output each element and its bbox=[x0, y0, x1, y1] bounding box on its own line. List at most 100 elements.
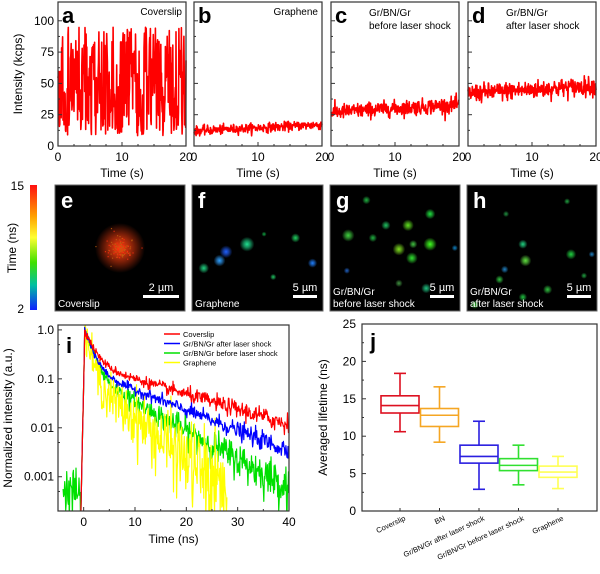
trace-line-b bbox=[193, 120, 323, 137]
speckle-pixel bbox=[124, 246, 126, 248]
fluorescence-spot bbox=[261, 231, 267, 237]
speckle-pixel bbox=[119, 254, 121, 256]
speckle-pixel bbox=[113, 230, 115, 232]
fluorescence-spot bbox=[395, 279, 403, 288]
panel-title-b: Graphene bbox=[274, 7, 319, 18]
panel-title-d: after laser shock bbox=[506, 21, 580, 32]
fluorescence-spot bbox=[563, 198, 571, 205]
speckle-pixel bbox=[121, 249, 123, 251]
speckle-pixel bbox=[125, 246, 127, 248]
scale-bar-f bbox=[293, 295, 317, 298]
y-tick-label-j: 0 bbox=[349, 504, 356, 518]
boxplot-graphene bbox=[538, 455, 578, 490]
colorbar-axis-label: Time (ns) bbox=[5, 223, 19, 273]
y-tick-label-i: 0.1 bbox=[37, 372, 54, 386]
fluorescence-spot bbox=[409, 240, 418, 249]
speckle-pixel bbox=[118, 248, 120, 251]
image-caption-g: Gr/BN/Gr bbox=[333, 287, 375, 298]
speckle-pixel bbox=[110, 227, 113, 230]
fluorescence-spot bbox=[500, 265, 509, 274]
x-axis-label-a: Time (s) bbox=[100, 166, 144, 180]
speckle-pixel bbox=[119, 242, 121, 244]
speckle-pixel bbox=[110, 245, 112, 247]
speckle-pixel bbox=[120, 243, 123, 246]
speckle-pixel bbox=[129, 253, 131, 256]
speckle-pixel bbox=[112, 243, 114, 245]
speckle-pixel bbox=[122, 247, 125, 249]
fluorescence-spot bbox=[406, 252, 418, 264]
image-panel-e: e 2 µm Coverslip bbox=[54, 184, 186, 312]
speckle-pixel bbox=[122, 254, 124, 256]
speckle-pixel bbox=[117, 256, 119, 258]
speckle-pixel bbox=[107, 256, 109, 258]
speckle-pixel bbox=[123, 239, 125, 241]
speckle-pixel bbox=[119, 247, 121, 250]
x-tick-label-b: 10 bbox=[251, 150, 265, 164]
panel-label-b: b bbox=[198, 3, 211, 28]
scale-bar-label-h: 5 µm bbox=[567, 282, 592, 294]
speckle-pixel bbox=[118, 257, 121, 259]
image-background-h bbox=[466, 184, 598, 312]
speckle-pixel bbox=[120, 254, 122, 256]
trace-line-d bbox=[467, 75, 597, 104]
x-axis-label-b: Time (s) bbox=[236, 166, 280, 180]
speckle-pixel bbox=[113, 253, 115, 255]
scale-bar-label-g: 5 µm bbox=[430, 282, 455, 294]
fluorescence-spot bbox=[495, 275, 504, 284]
decay-curves bbox=[62, 325, 289, 511]
x-tick-label-i: 10 bbox=[128, 515, 142, 529]
speckle-pixel bbox=[118, 251, 121, 253]
speckle-pixel bbox=[117, 248, 119, 250]
trace-line-c bbox=[330, 92, 460, 122]
speckle-pixel bbox=[112, 248, 114, 250]
x-tick-label-a: 10 bbox=[115, 150, 129, 164]
legend-label: Gr/BN/Gr after laser shock bbox=[183, 340, 272, 349]
speckle-pixel bbox=[121, 237, 123, 240]
panel-label-e: e bbox=[61, 188, 73, 213]
scale-bar-label-f: 5 µm bbox=[293, 282, 318, 294]
speckle-pixel bbox=[122, 250, 124, 252]
speckle-pixel bbox=[119, 241, 122, 244]
colorbar-max-label: 15 bbox=[11, 179, 25, 193]
speckle-pixel bbox=[127, 251, 129, 253]
speckle-pixel bbox=[118, 250, 120, 252]
y-tick-label-j: 5 bbox=[349, 467, 356, 481]
speckle-pixel bbox=[114, 247, 117, 250]
y-tick-label-a: 25 bbox=[41, 108, 55, 122]
fluorescence-spot bbox=[239, 236, 255, 252]
fluorescence-spot bbox=[423, 237, 437, 251]
speckle-pixel bbox=[116, 235, 119, 237]
speckle-pixel bbox=[120, 245, 122, 247]
speckle-pixel bbox=[141, 247, 143, 249]
speckle-pixel bbox=[120, 244, 122, 246]
speckle-pixel bbox=[118, 248, 120, 250]
panel-label-f: f bbox=[198, 188, 206, 213]
x-tick-label-i: 30 bbox=[231, 515, 245, 529]
speckle-pixel bbox=[115, 239, 117, 241]
colorbar-min-label: 2 bbox=[17, 302, 24, 316]
y-tick-label-a: 75 bbox=[41, 45, 55, 59]
panel-b: 0 10 20 Time (s) b Graphene bbox=[191, 1, 329, 180]
fluorescence-spot bbox=[502, 210, 510, 218]
speckle-pixel bbox=[115, 250, 117, 253]
image-caption-f: Graphene bbox=[195, 299, 240, 310]
speckle-pixel bbox=[121, 246, 123, 248]
speckle-pixel bbox=[123, 248, 125, 250]
fluorescence-spot bbox=[543, 285, 553, 295]
x-tick-label-i: 20 bbox=[180, 515, 194, 529]
speckle-pixel bbox=[121, 256, 124, 258]
speckle-pixel bbox=[110, 265, 112, 267]
fluorescence-spot bbox=[518, 292, 528, 302]
panel-label-h: h bbox=[473, 188, 486, 213]
x-tick-label-a: 20 bbox=[179, 150, 193, 164]
y-axis-label-a: Intensity (kcps) bbox=[11, 34, 25, 115]
fluorescence-spot bbox=[343, 267, 351, 274]
image-background-f bbox=[191, 184, 324, 312]
speckle-pixel bbox=[110, 241, 113, 244]
speckle-pixel bbox=[115, 248, 118, 251]
speckle-pixel bbox=[115, 245, 117, 247]
speckle-pixel bbox=[108, 249, 110, 252]
panel-label-i: i bbox=[66, 333, 72, 358]
